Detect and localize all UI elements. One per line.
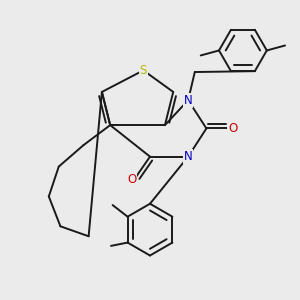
- Text: S: S: [140, 64, 147, 77]
- Text: O: O: [228, 122, 238, 135]
- Text: O: O: [127, 173, 136, 186]
- Text: N: N: [184, 150, 193, 163]
- Text: N: N: [184, 94, 193, 107]
